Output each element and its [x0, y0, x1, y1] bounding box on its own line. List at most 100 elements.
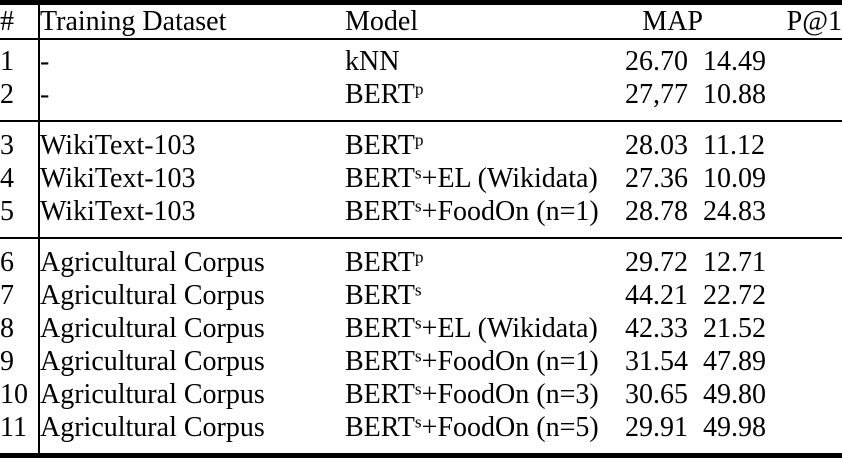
model-base: BERT [345, 280, 415, 311]
map-value-cell: 42.33 [625, 313, 688, 344]
table-row: 2 - BERTp 27,77 10.88 [0, 78, 842, 121]
model-superscript: s [414, 313, 422, 333]
model-suffix: +EL (Wikidata) [421, 163, 598, 194]
row-number-cell: 1 [0, 46, 14, 77]
model-cell: BERTp [345, 120, 625, 162]
model-cell: BERTp [345, 78, 625, 121]
model-cell: kNN [345, 39, 625, 78]
model-superscript: s [414, 412, 422, 432]
row-number-cell: 6 [0, 237, 39, 279]
column-header-num: # [0, 2, 39, 40]
model-base: BERT [345, 346, 415, 377]
model-superscript: s [414, 346, 422, 366]
model-superscript: s [414, 280, 422, 300]
model-base: BERT [345, 247, 415, 278]
table-row: 1 - kNN 26.70 14.49 [0, 39, 842, 78]
dataset-cell: WikiText-103 [38, 195, 345, 238]
model-suffix: +FoodOn (n=1) [421, 346, 599, 377]
table-row: 10 Agricultural Corpus BERTs+FoodOn (n=3… [0, 378, 842, 411]
dataset-cell: - [38, 39, 345, 78]
table-row: 5 WikiText-103 BERTs+FoodOn (n=1) 28.78 … [0, 195, 842, 238]
map-value-cell: 26.70 [625, 46, 688, 77]
row-number-cell: 4 [0, 163, 14, 194]
model-base: BERT [345, 379, 415, 410]
model-cell: BERTs+FoodOn (n=1) [345, 345, 625, 378]
p1-value-cell: 11.12 [703, 120, 842, 162]
model-base: BERT [345, 130, 415, 161]
model-suffix: +FoodOn (n=3) [421, 379, 599, 410]
row-number-cell: 11 [0, 412, 27, 443]
column-header-dataset: Training Dataset [38, 2, 345, 40]
model-superscript: p [414, 130, 424, 150]
table-row: 9 Agricultural Corpus BERTs+FoodOn (n=1)… [0, 345, 842, 378]
model-cell: BERTs+FoodOn (n=3) [345, 378, 625, 411]
table-row: 11 Agricultural Corpus BERTs+FoodOn (n=5… [0, 411, 842, 456]
table-row: 7 Agricultural Corpus BERTs 44.21 22.72 [0, 279, 842, 312]
model-base: BERT [345, 196, 415, 227]
dataset-cell: Agricultural Corpus [38, 411, 345, 456]
map-value-cell: 28.03 [625, 120, 703, 162]
p1-value-cell: 49.80 [703, 379, 766, 410]
row-number-cell: 10 [0, 379, 28, 410]
row-number-cell: 8 [0, 313, 14, 344]
p1-value-cell: 21.52 [703, 313, 766, 344]
dataset-cell: - [38, 78, 345, 121]
dataset-cell: Agricultural Corpus [38, 279, 345, 312]
map-value-cell: 31.54 [625, 346, 688, 377]
p1-value-cell: 47.89 [703, 346, 766, 377]
model-cell: BERTp [345, 237, 625, 279]
map-value-cell: 27.36 [625, 163, 688, 194]
p1-value-cell: 49.98 [703, 412, 766, 443]
table-body: 1 - kNN 26.70 14.49 2 - BERTp 27,77 10.8… [0, 39, 842, 456]
dataset-cell: Agricultural Corpus [38, 345, 345, 378]
p1-value-cell: 14.49 [703, 46, 766, 77]
map-value-cell: 44.21 [625, 280, 688, 311]
row-number-cell: 7 [0, 280, 14, 311]
model-superscript: p [414, 247, 424, 267]
model-suffix: +FoodOn (n=1) [421, 196, 599, 227]
dataset-cell: WikiText-103 [38, 162, 345, 195]
table-row: 8 Agricultural Corpus BERTs+EL (Wikidata… [0, 312, 842, 345]
p1-value-cell: 24.83 [703, 196, 766, 227]
dataset-cell: Agricultural Corpus [38, 237, 345, 279]
row-number-cell: 3 [0, 120, 39, 162]
column-header-map: MAP [625, 2, 703, 40]
model-suffix: +FoodOn (n=5) [421, 412, 599, 443]
map-value-cell: 28.78 [625, 196, 688, 227]
row-number-cell: 5 [0, 196, 14, 227]
model-superscript: s [414, 379, 422, 399]
model-base: kNN [345, 46, 400, 77]
p1-value-cell: 12.71 [703, 237, 842, 279]
table-row: 3 WikiText-103 BERTp 28.03 11.12 [0, 120, 842, 162]
model-base: BERT [345, 163, 415, 194]
model-cell: BERTs+EL (Wikidata) [345, 162, 625, 195]
table-row: 4 WikiText-103 BERTs+EL (Wikidata) 27.36… [0, 162, 842, 195]
map-value-cell: 29.91 [625, 412, 688, 443]
map-value-cell: 30.65 [625, 379, 688, 410]
model-base: BERT [345, 412, 415, 443]
model-cell: BERTs+FoodOn (n=5) [345, 411, 625, 456]
model-base: BERT [345, 313, 415, 344]
p1-value-cell: 10.09 [703, 163, 766, 194]
row-number-cell: 2 [0, 79, 14, 110]
model-base: BERT [345, 79, 415, 110]
column-header-p1: P@1 [703, 2, 842, 40]
map-value-cell: 29.72 [625, 237, 703, 279]
row-number-cell: 9 [0, 346, 14, 377]
column-header-model: Model [345, 2, 625, 40]
dataset-cell: WikiText-103 [38, 120, 345, 162]
model-cell: BERTs [345, 279, 625, 312]
dataset-cell: Agricultural Corpus [38, 312, 345, 345]
p1-value-cell: 10.88 [703, 79, 766, 110]
map-value-cell: 27,77 [625, 79, 688, 110]
model-cell: BERTs+FoodOn (n=1) [345, 195, 625, 238]
dataset-cell: Agricultural Corpus [38, 378, 345, 411]
model-suffix: +EL (Wikidata) [421, 313, 598, 344]
p1-value-cell: 22.72 [703, 280, 766, 311]
model-superscript: p [414, 79, 424, 99]
table-row: 6 Agricultural Corpus BERTp 29.72 12.71 [0, 237, 842, 279]
model-cell: BERTs+EL (Wikidata) [345, 312, 625, 345]
header-row: # Training Dataset Model MAP P@1 [0, 2, 842, 40]
model-superscript: s [414, 163, 422, 183]
